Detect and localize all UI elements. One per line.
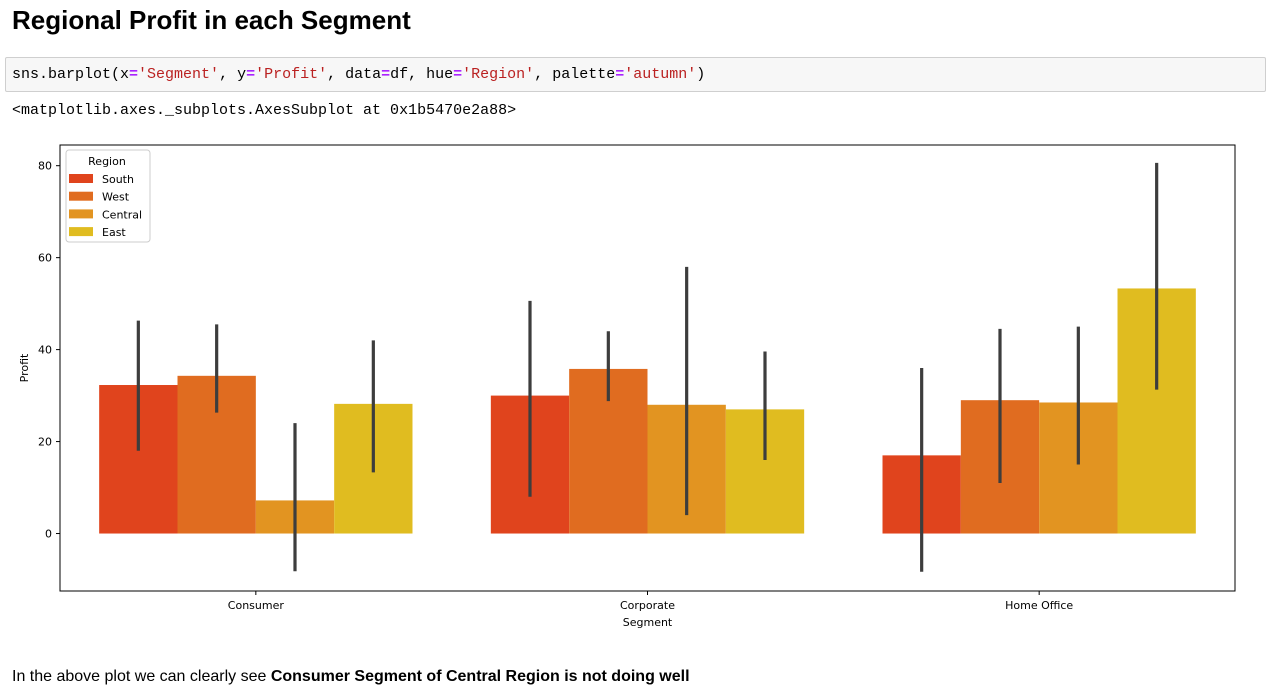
legend-title: Region [88,155,126,168]
legend-label-south: South [102,173,134,186]
code-token: , palette [534,66,616,83]
conclusion-plain: In the above plot we can clearly see [12,668,271,685]
y-tick-label: 40 [38,344,52,357]
legend-label-east: East [102,226,126,239]
y-tick-label: 0 [45,528,52,541]
cell-output-repr: <matplotlib.axes._subplots.AxesSubplot a… [12,102,517,119]
conclusion-text: In the above plot we can clearly see Con… [12,667,690,687]
code-operator: = [615,66,625,83]
legend-swatch-east [69,227,93,237]
legend-swatch-central [69,209,93,219]
code-operator: = [246,66,256,83]
x-tick-label: Corporate [620,599,675,612]
code-string: 'Region' [462,66,535,83]
code-operator: = [381,66,391,83]
y-tick-label: 20 [38,436,52,449]
legend-swatch-south [69,174,93,183]
code-token: ) [696,66,706,83]
legend-label-west: West [102,191,130,204]
code-token: , data [327,66,382,83]
code-string: 'Profit' [255,66,328,83]
code-token: df, hue [390,66,454,83]
conclusion-bold: Consumer Segment of Central Region is no… [270,668,690,685]
code-token: sns.barplot(x [12,66,130,83]
section-heading: Regional Profit in each Segment [12,5,411,35]
x-tick-label: Home Office [1005,599,1073,612]
x-tick-label: Consumer [228,599,285,612]
y-tick-label: 80 [38,160,52,173]
code-operator: = [453,66,463,83]
y-tick-label: 60 [38,252,52,265]
x-axis-label: Segment [623,616,673,629]
legend-box [65,149,151,243]
legend-swatch-west [69,191,93,201]
bar-chart: 0 20 40 60 80 Consumer Corporate Home Office Seg… [18,144,1236,629]
code-token: , y [219,66,247,83]
code-string: 'autumn' [624,66,697,83]
y-axis-label: Profit [18,353,31,382]
legend-label-central: Central [102,208,142,221]
code-cell[interactable]: sns.barplot(x='Segment', y='Profit', dat… [5,57,1266,92]
code-line[interactable]: sns.barplot(x='Segment', y='Profit', dat… [12,66,705,84]
code-operator: = [129,66,139,83]
code-string: 'Segment' [138,66,220,83]
